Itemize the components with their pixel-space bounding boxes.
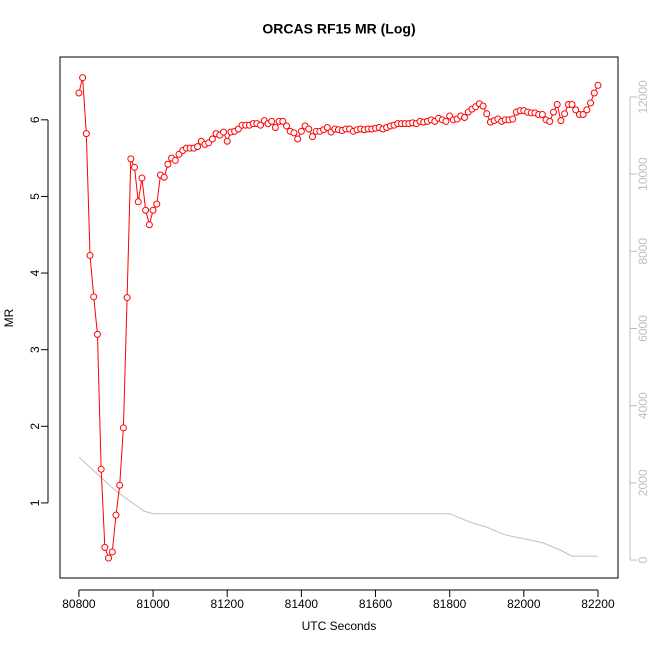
point [557, 117, 565, 125]
series-line [78, 456, 598, 557]
point [442, 117, 450, 125]
point [594, 81, 602, 89]
x-tick-label: 81800 [433, 597, 467, 611]
point [105, 554, 113, 562]
x-tick-label: 80800 [62, 597, 96, 611]
point [509, 115, 517, 123]
point [583, 106, 591, 114]
y-tick-label: 6 [28, 116, 42, 123]
point [90, 293, 98, 301]
point [97, 465, 105, 473]
y2-tick-label: 4000 [636, 392, 650, 419]
y-axis-label: MR [2, 308, 16, 327]
point [549, 108, 557, 116]
x-tick-label: 81600 [359, 597, 393, 611]
point [271, 123, 279, 131]
y-tick-label: 3 [28, 346, 42, 353]
point [483, 110, 491, 118]
point [160, 173, 168, 181]
chart-title: ORCAS RF15 MR (Log) [262, 21, 415, 37]
point [572, 106, 580, 114]
point [112, 511, 120, 519]
point [290, 129, 298, 137]
point [123, 294, 131, 302]
y2-tick-label: 6000 [636, 315, 650, 342]
x-tick-label: 82000 [507, 597, 541, 611]
point [108, 548, 116, 556]
point [131, 163, 139, 171]
x-tick-label: 82200 [581, 597, 615, 611]
y-tick-label: 1 [28, 499, 42, 506]
point [194, 143, 202, 151]
point [561, 110, 569, 118]
point [479, 102, 487, 110]
point [134, 198, 142, 206]
point [86, 251, 94, 259]
point [82, 130, 90, 138]
point [538, 110, 546, 118]
point [171, 156, 179, 164]
x-tick-label: 81400 [285, 597, 319, 611]
y-tick-label: 4 [28, 269, 42, 276]
point [119, 424, 127, 432]
plot-box [59, 56, 619, 579]
point [461, 114, 469, 122]
x-axis-label: UTC Seconds [302, 619, 377, 633]
point [553, 101, 561, 109]
point [279, 117, 287, 125]
point [79, 74, 87, 82]
point [142, 206, 150, 214]
point [257, 121, 265, 129]
point [138, 174, 146, 182]
point [208, 135, 216, 143]
point [308, 133, 316, 141]
point [268, 117, 276, 125]
point [145, 221, 153, 229]
y2-tick-label: 8000 [636, 238, 650, 265]
y2-tick-label: 2000 [636, 469, 650, 496]
point [579, 110, 587, 118]
y2-tick-label: 12000 [636, 80, 650, 114]
point [297, 127, 305, 135]
point [101, 543, 109, 551]
x-tick-label: 81000 [136, 597, 170, 611]
point [164, 160, 172, 168]
y-tick-label: 5 [28, 193, 42, 200]
series-line [78, 77, 599, 560]
point [93, 330, 101, 338]
point [546, 117, 554, 125]
point [568, 101, 576, 109]
point [153, 200, 161, 208]
point [587, 99, 595, 107]
point [223, 137, 231, 145]
point [590, 89, 598, 97]
point [323, 123, 331, 131]
y2-tick-label: 0 [636, 556, 650, 563]
point [220, 128, 228, 136]
point [75, 89, 83, 97]
point [149, 206, 157, 214]
point [305, 125, 313, 133]
y-tick-label: 2 [28, 423, 42, 430]
point [116, 481, 124, 489]
point [127, 155, 135, 163]
point [294, 135, 302, 143]
y2-tick-label: 10000 [636, 157, 650, 191]
point [283, 122, 291, 130]
x-tick-label: 81200 [211, 597, 245, 611]
